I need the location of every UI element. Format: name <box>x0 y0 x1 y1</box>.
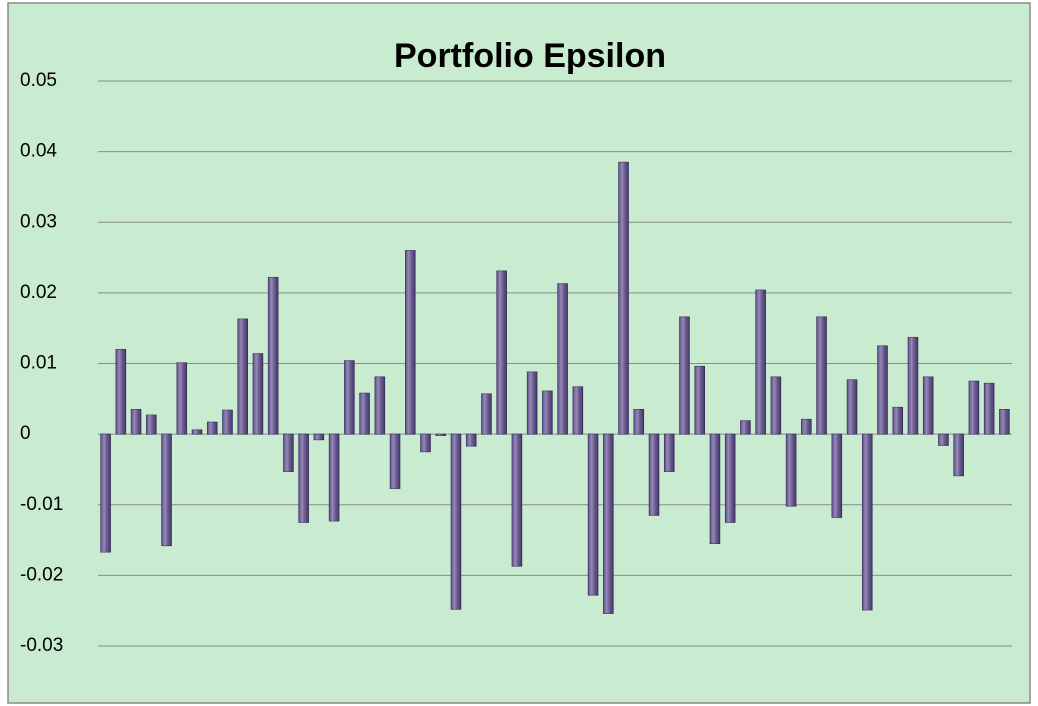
bar <box>252 353 264 435</box>
bar <box>938 433 949 446</box>
y-tick-label: 0 <box>20 423 31 444</box>
bar <box>907 336 919 435</box>
bar <box>405 250 416 435</box>
bar <box>679 316 690 435</box>
bar <box>130 409 142 435</box>
bar <box>283 433 294 472</box>
bar <box>724 433 736 523</box>
bar <box>344 360 355 435</box>
bar <box>374 376 386 435</box>
bar <box>999 409 1010 435</box>
bar <box>359 392 370 435</box>
bar <box>237 318 248 435</box>
bar <box>892 406 904 435</box>
bar <box>298 433 309 523</box>
bar <box>709 433 721 544</box>
bar <box>313 433 325 441</box>
bar <box>465 433 477 447</box>
bar <box>648 433 660 516</box>
bar <box>496 270 507 435</box>
bar <box>267 276 279 435</box>
bar <box>511 433 523 567</box>
chart-background <box>7 2 1031 704</box>
bar <box>557 283 568 435</box>
bar <box>755 289 766 435</box>
bar <box>603 433 614 614</box>
bar <box>922 376 934 435</box>
bar <box>161 433 172 547</box>
y-tick-label: 0.01 <box>20 353 57 374</box>
bar <box>222 409 233 435</box>
bar <box>587 433 599 596</box>
bar <box>785 433 797 507</box>
bar <box>953 433 964 477</box>
bar <box>206 421 218 435</box>
bar <box>481 393 492 435</box>
bar <box>191 429 203 435</box>
bar <box>801 418 812 435</box>
y-tick-label: 0.03 <box>20 211 57 232</box>
bar <box>572 386 584 435</box>
bar <box>831 433 843 518</box>
chart-title: Portfolio Epsilon <box>394 37 666 75</box>
bar <box>450 433 462 610</box>
bar <box>770 376 782 435</box>
bar <box>877 345 888 435</box>
bar <box>816 316 827 435</box>
bar <box>389 433 401 489</box>
bar <box>740 420 751 435</box>
bar <box>542 390 553 435</box>
bar <box>618 161 629 435</box>
y-tick-label: -0.01 <box>20 494 63 515</box>
y-tick-label: 0.05 <box>20 70 57 91</box>
bar <box>146 414 157 435</box>
bar <box>526 371 538 435</box>
bar <box>435 433 447 436</box>
bar <box>694 365 705 435</box>
bar <box>968 380 980 435</box>
y-tick-label: 0.04 <box>20 141 57 162</box>
bar <box>846 379 858 435</box>
bar <box>176 362 188 435</box>
bar <box>633 409 645 435</box>
bar <box>663 433 675 472</box>
bar <box>862 433 873 611</box>
bar <box>328 433 340 522</box>
y-tick-label: 0.02 <box>20 282 57 303</box>
y-tick-label: -0.03 <box>20 635 63 656</box>
bar <box>115 348 127 435</box>
bar <box>983 382 995 435</box>
y-tick-label: -0.02 <box>20 564 63 585</box>
bar <box>100 433 111 553</box>
bar <box>420 433 431 453</box>
